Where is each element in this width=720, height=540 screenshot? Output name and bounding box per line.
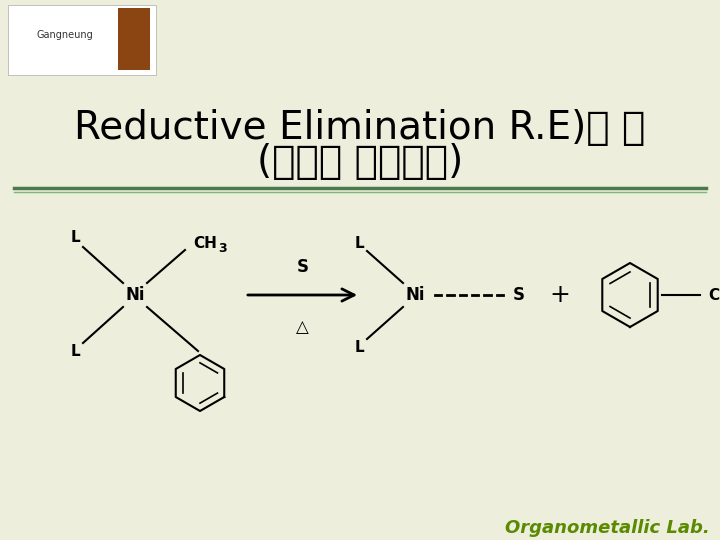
Text: 3: 3 [218, 242, 227, 255]
Text: Reductive Elimination R.E)의 예: Reductive Elimination R.E)의 예 [74, 109, 646, 147]
Text: CH: CH [193, 235, 217, 251]
Text: (환원적 이탈반응): (환원적 이탈반응) [257, 143, 463, 181]
Text: S: S [513, 286, 525, 304]
Text: L: L [70, 231, 80, 246]
Text: L: L [354, 340, 364, 354]
FancyBboxPatch shape [8, 5, 156, 75]
Text: S: S [297, 258, 308, 276]
FancyBboxPatch shape [118, 8, 150, 70]
Text: +: + [549, 283, 570, 307]
Text: L: L [70, 345, 80, 360]
Text: L: L [354, 235, 364, 251]
Text: Organometallic Lab.: Organometallic Lab. [505, 519, 710, 537]
Text: △: △ [296, 318, 309, 336]
Text: CH: CH [708, 287, 720, 302]
Text: Gangneung: Gangneung [37, 30, 94, 40]
Text: Ni: Ni [405, 286, 425, 304]
Text: Ni: Ni [125, 286, 145, 304]
